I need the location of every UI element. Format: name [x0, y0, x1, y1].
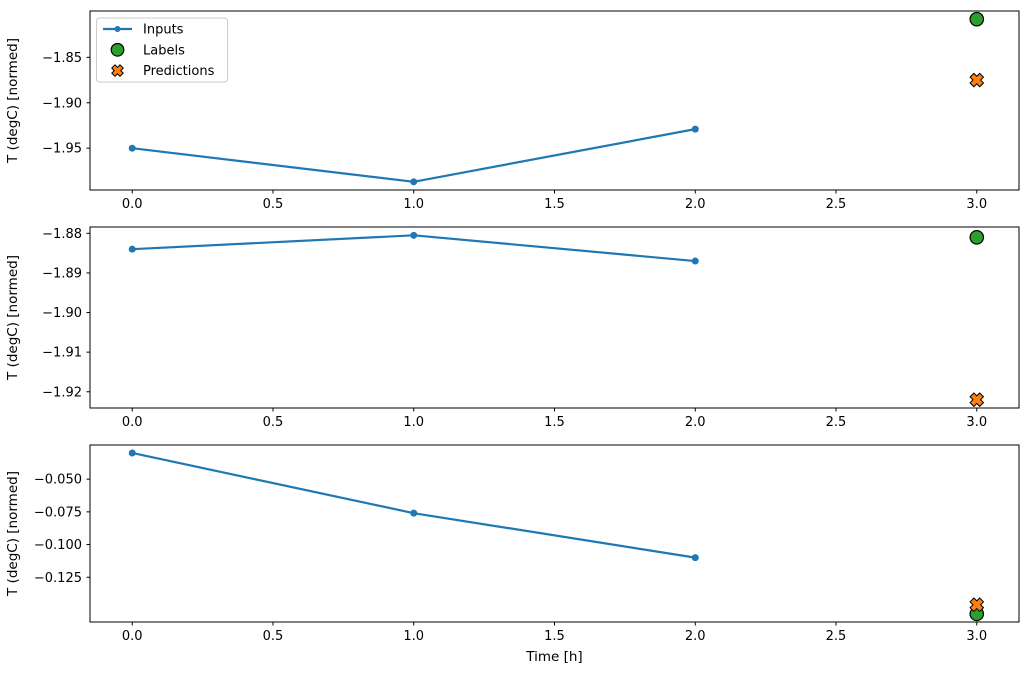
x-tick-label: 3.0	[966, 629, 987, 644]
y-tick-label: −0.075	[34, 505, 82, 520]
y-tick-label: −0.050	[34, 473, 82, 488]
inputs-line	[132, 234, 696, 263]
inputs-line	[131, 451, 696, 559]
y-tick-label: −1.92	[42, 385, 82, 400]
x-axis-label: Time [h]	[525, 649, 582, 665]
x-tick-label: 0.0	[122, 629, 143, 644]
x-tick-label: 1.0	[403, 629, 424, 644]
x-tick-label: 2.0	[685, 629, 706, 644]
predictions-marker	[969, 597, 985, 613]
axes-frame	[89, 444, 1020, 623]
legend-entry-predictions: Predictions	[111, 64, 215, 79]
axes-frame	[89, 10, 1020, 191]
legend: Inputs Labels Predictions	[96, 17, 228, 83]
predictions-marker	[969, 392, 985, 408]
x-tick-label: 0.5	[263, 629, 284, 644]
x-tick-label: 0.5	[263, 197, 284, 212]
x-tick-label: 1.5	[544, 415, 565, 430]
legend-entry-labels: Labels	[110, 42, 185, 58]
input-point-marker	[410, 509, 418, 517]
y-tick-label: −1.89	[42, 266, 82, 281]
y-tick-label: −1.95	[42, 142, 82, 157]
legend-entry-label: Predictions	[143, 64, 215, 79]
labels-marker	[969, 11, 985, 27]
y-tick-label: −1.85	[42, 51, 82, 66]
inputs-line	[132, 128, 696, 183]
y-tick-label: −0.100	[34, 538, 82, 553]
input-point-marker	[128, 449, 136, 457]
x-tick-label: 0.0	[122, 197, 143, 212]
x-tick-label: 3.0	[966, 197, 987, 212]
y-tick-label: −0.125	[34, 571, 82, 586]
x-tick-label: 3.0	[966, 415, 987, 430]
legend-dot-icon	[114, 26, 121, 32]
y-tick-label: −1.91	[42, 346, 82, 361]
predictions-marker	[969, 72, 985, 88]
x-tick-label: 0.5	[263, 415, 284, 430]
legend-entry-label: Inputs	[143, 23, 184, 38]
y-tick-label: −1.88	[42, 227, 82, 242]
labels-marker	[969, 229, 985, 245]
y-tick-label: −1.90	[42, 96, 82, 111]
x-tick-label: 1.0	[403, 415, 424, 430]
x-tick-label: 2.0	[685, 415, 706, 430]
x-tick-label: 1.5	[544, 629, 565, 644]
y-axis-label: T (degC) [normed]	[5, 38, 21, 164]
x-tick-label: 2.0	[685, 197, 706, 212]
x-tick-label: 0.0	[122, 415, 143, 430]
legend-entry-inputs: Inputs	[103, 23, 184, 38]
input-point-marker	[691, 125, 699, 133]
x-tick-label: 2.5	[826, 415, 847, 430]
y-axis-label: T (degC) [normed]	[5, 471, 21, 597]
input-point-marker	[691, 257, 699, 265]
subplot-3: 0.0 0.5 1.0 1.5 2.0 2.5 3.0 −0.050 −0.075 −0.100 −…	[5, 444, 1020, 665]
legend-x-icon	[111, 64, 124, 78]
subplot-1: 0.0 0.5 1.0 1.5 2.0 2.5 3.0 −1.85 −1.90 −1.95 T (d…	[5, 10, 1020, 212]
x-tick-label: 2.5	[826, 197, 847, 212]
legend-circle-icon	[110, 42, 125, 57]
x-tick-label: 2.5	[826, 629, 847, 644]
input-point-marker	[128, 144, 136, 152]
subplot-2: 0.0 0.5 1.0 1.5 2.0 2.5 3.0 −1.88 −1.89 −1.90 −1.9…	[5, 226, 1020, 430]
input-point-marker	[410, 231, 418, 239]
legend-box	[96, 17, 228, 83]
input-point-marker	[410, 178, 418, 186]
legend-entry-label: Labels	[143, 43, 185, 58]
input-point-marker	[691, 554, 699, 562]
y-tick-label: −1.90	[42, 306, 82, 321]
x-tick-label: 1.5	[544, 197, 565, 212]
axes-frame	[89, 226, 1020, 409]
input-point-marker	[128, 245, 136, 253]
x-tick-label: 1.0	[403, 197, 424, 212]
y-axis-label: T (degC) [normed]	[5, 255, 21, 381]
